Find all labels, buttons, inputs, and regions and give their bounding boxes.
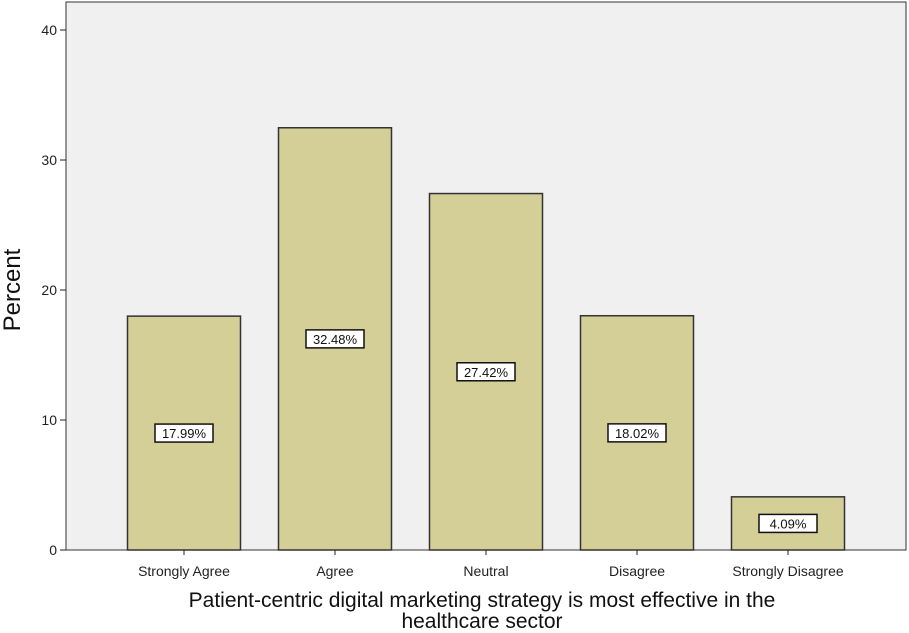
data-label-box (305, 329, 365, 349)
x-tick-label: Disagree (609, 563, 665, 579)
x-tick-label: Neutral (463, 563, 508, 579)
y-tick-label: 10 (41, 412, 57, 428)
data-label-box (154, 423, 214, 443)
y-tick-label: 0 (49, 542, 57, 558)
bars-group: 17.99% 32.48% 27.42% 18.02% 4.09% (126, 127, 846, 551)
y-axis-title: Percent (0, 248, 26, 331)
data-label: 17.99% (162, 426, 207, 441)
y-tick-label: 30 (41, 152, 57, 168)
x-ticks-group: Strongly Agree Agree Neutral Disagree Strong… (138, 550, 844, 579)
x-axis-title-line-2: healthcare sector (401, 610, 562, 633)
y-tick-label: 20 (41, 282, 57, 298)
y-tick-label: 40 (41, 22, 57, 38)
x-tick-label: Strongly Agree (138, 563, 230, 579)
data-label-box (607, 423, 667, 443)
x-tick-label: Strongly Disagree (732, 563, 843, 579)
data-label-box (456, 362, 516, 382)
data-label: 27.42% (464, 365, 509, 380)
data-label: 32.48% (313, 332, 358, 347)
x-tick-label: Agree (316, 563, 354, 579)
y-ticks-group: 0 10 20 30 40 (41, 22, 66, 558)
data-label: 18.02% (615, 426, 660, 441)
x-axis-title-line-1: Patient-centric digital marketing strate… (189, 589, 776, 612)
data-label: 4.09% (770, 516, 807, 531)
data-label-box (758, 513, 818, 534)
